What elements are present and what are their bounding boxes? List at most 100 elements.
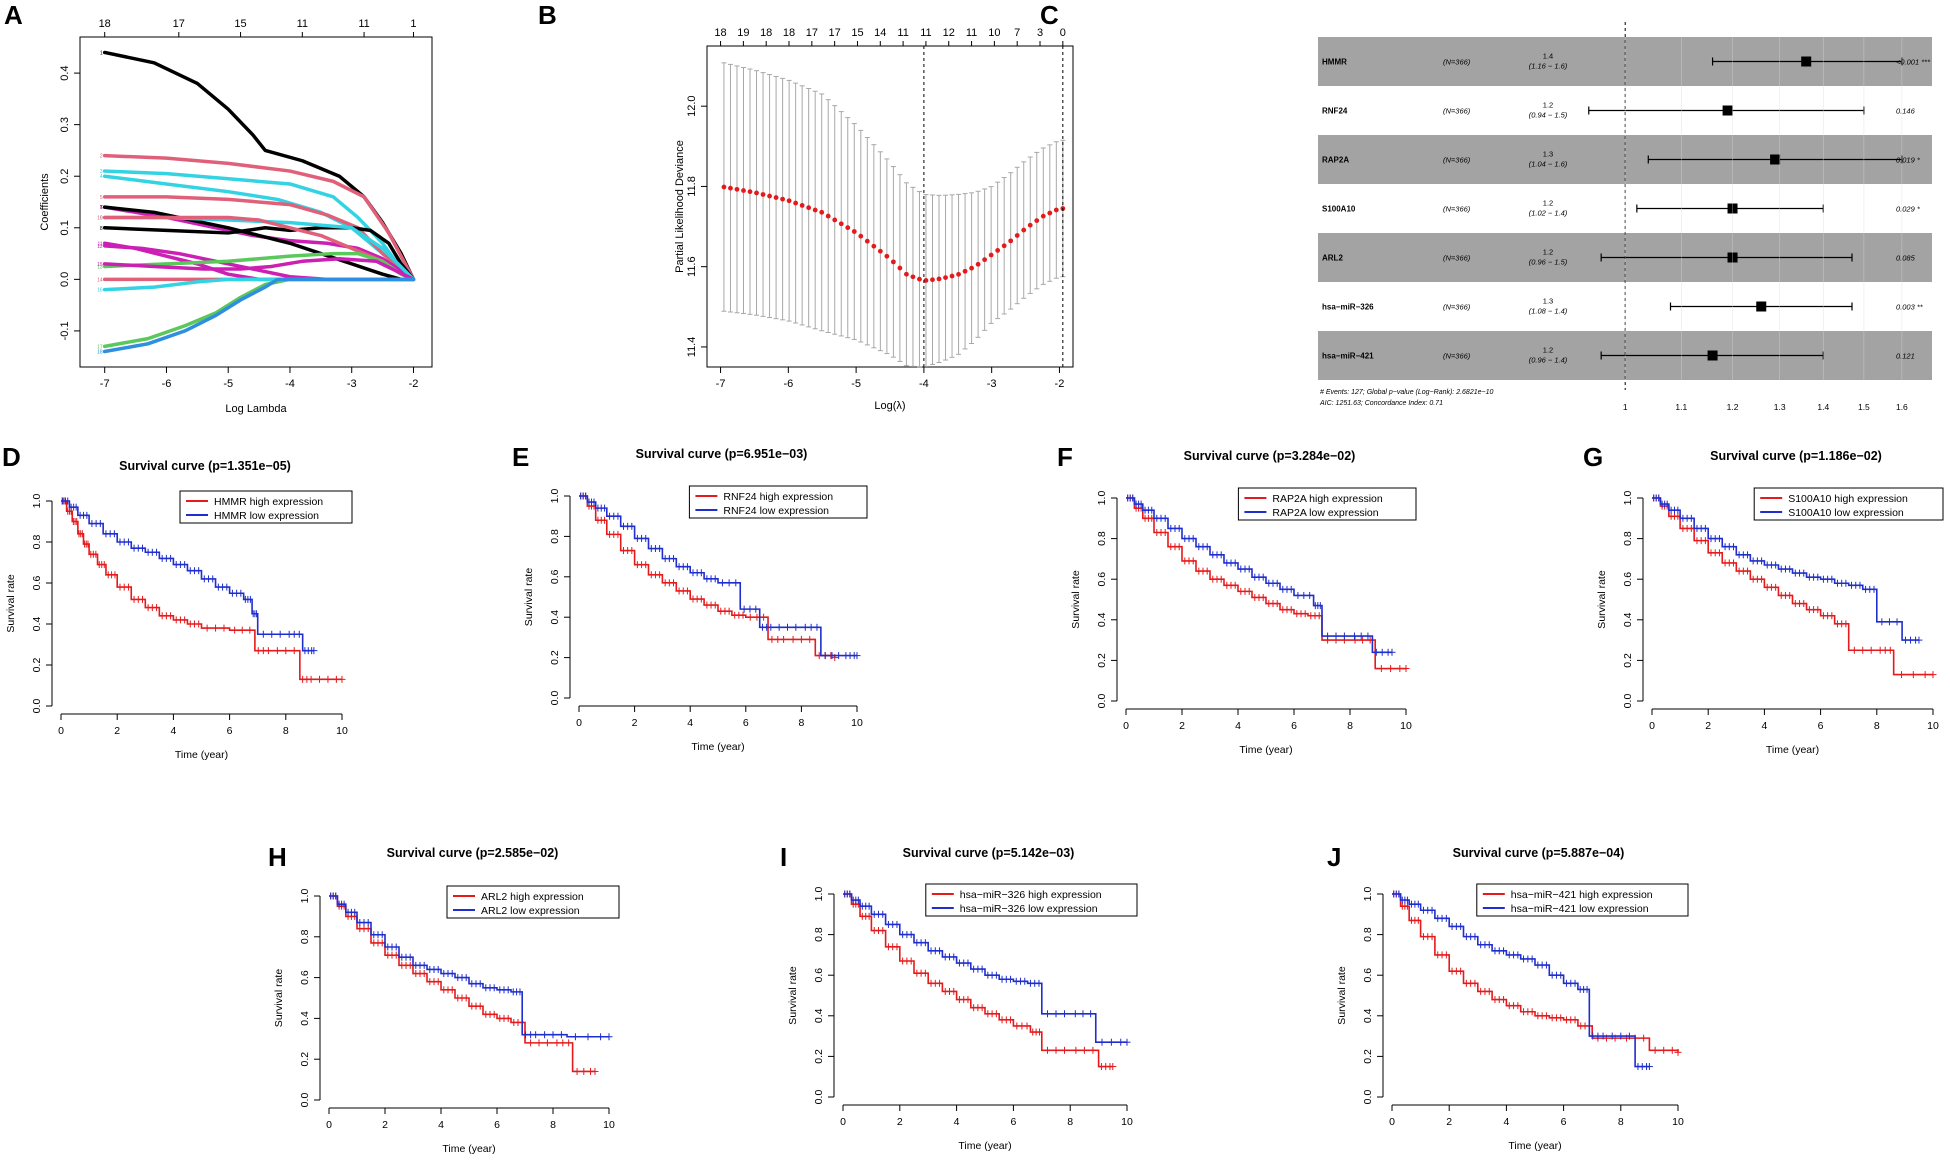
row-n: (N=366) (1443, 107, 1471, 116)
cv-mean-point (884, 253, 890, 259)
row-variable: S100A10 (1322, 205, 1356, 214)
y-tick-label: 0.2 (1096, 653, 1108, 668)
y-tick-label: 0.1 (59, 220, 71, 235)
cv-mean-point (754, 190, 759, 196)
y-tick-label: 0.0 (813, 1090, 825, 1105)
top-tick-label: 19 (737, 27, 749, 39)
legend-label: RNF24 low expression (723, 505, 829, 517)
survival-curve-high (1392, 893, 1679, 1053)
y-tick-label: 0.2 (1362, 1049, 1374, 1064)
cv-mean-point (904, 271, 909, 277)
legend-label: hsa−miR−421 high expression (1511, 889, 1653, 901)
x-tick-label: 6 (1818, 720, 1824, 732)
cv-mean-point (1053, 207, 1059, 213)
row-hr: 1.3 (1543, 150, 1553, 159)
y-tick-label: 0.4 (1622, 612, 1634, 627)
y-tick-label: 0.4 (549, 610, 561, 625)
x-tick-label: 0 (1389, 1116, 1395, 1128)
cv-mean-point (930, 277, 935, 283)
y-axis-label: Survival rate (5, 574, 17, 633)
legend-label: RNF24 high expression (723, 491, 833, 503)
cv-mean-point (767, 193, 772, 199)
cv-mean-point (890, 259, 896, 265)
panel-c-chart: Hazard ratioHMMR(N=366)1.4(1.16 − 1.6)<0… (1318, 22, 1932, 412)
row-p: 0.146 (1896, 107, 1916, 116)
panel-f-chart: 0.0 0.2 0.4 0.6 0.8 1.0 0 2 4 6 8 10 Survival curve … (1070, 449, 1417, 756)
path-index-label: 13 (97, 264, 103, 270)
x-tick-label: 6 (227, 725, 233, 737)
cv-mean-point (897, 265, 903, 271)
cv-mean-point (864, 238, 870, 244)
path-index-label: 18 (97, 350, 103, 356)
row-p: 0.029 * (1896, 205, 1921, 214)
y-tick-label: 0.4 (1096, 612, 1108, 627)
x-tick-label: 10 (603, 1119, 615, 1131)
cv-mean-point (780, 196, 785, 202)
top-tick-label: 17 (173, 18, 185, 30)
cv-mean-point (943, 275, 948, 281)
y-tick-label: 0.3 (59, 117, 71, 132)
cv-mean-point (845, 225, 851, 231)
survival-title: Survival curve (p=5.142e−03) (903, 846, 1075, 860)
row-variable: ARL2 (1322, 254, 1343, 263)
legend-box (446, 885, 620, 919)
legend-label: HMMR low expression (214, 510, 319, 522)
y-tick-label: 0.4 (59, 65, 71, 80)
survival-title: Survival curve (p=1.351e−05) (119, 459, 291, 473)
y-tick-label: 0.2 (1622, 653, 1634, 668)
cv-mean-point (851, 229, 857, 234)
cv-mean-point (1027, 222, 1033, 228)
y-axis-label: Survival rate (273, 969, 285, 1028)
panel-letter-G: G (1583, 442, 1603, 472)
cv-mean-point (1021, 227, 1027, 233)
legend-label: hsa−miR−326 low expression (960, 903, 1098, 915)
y-tick-label: 0.6 (299, 970, 311, 985)
survival-title: Survival curve (p=1.186e−02) (1710, 449, 1882, 463)
legend-label: S100A10 high expression (1788, 493, 1908, 505)
panel-letter-I: I (780, 842, 787, 872)
x-tick-label: -7 (716, 378, 726, 390)
coef-path-8 (102, 226, 416, 282)
y-tick-label: 0.0 (299, 1093, 311, 1108)
panel-letter-B: B (538, 0, 557, 30)
panel-d-chart: 0.0 0.2 0.4 0.6 0.8 1.0 0 2 4 6 8 10 Survival curve … (5, 459, 353, 761)
forest-x-tick-label: 1.5 (1858, 402, 1870, 412)
x-tick-label: 6 (1010, 1116, 1016, 1128)
x-tick-label: 4 (438, 1119, 444, 1131)
path-index-label: 14 (97, 277, 103, 283)
y-tick-label: 0.0 (31, 699, 43, 714)
cv-mean-point (923, 278, 929, 283)
plot-box (706, 45, 1074, 368)
top-tick-label: 10 (988, 27, 1000, 39)
x-tick-label: 0 (58, 725, 64, 737)
y-tick-label: 11.4 (686, 337, 698, 358)
cv-mean-point (962, 268, 968, 274)
x-tick-label: -6 (783, 378, 793, 390)
row-variable: hsa−miR−326 (1322, 303, 1374, 312)
panel-i-chart: 0.0 0.2 0.4 0.6 0.8 1.0 0 2 4 6 8 10 Survival curve … (787, 846, 1138, 1152)
path-index-label: 11 (97, 241, 102, 247)
row-ci: (0.96 − 1.5) (1529, 258, 1568, 267)
y-tick-label: 0.6 (549, 569, 561, 584)
survival-curve-high (843, 893, 1113, 1068)
coef-path-6 (102, 205, 416, 282)
y-axis-label: Survival rate (787, 966, 799, 1025)
cv-mean-point (1014, 233, 1020, 238)
coef-path-18 (102, 277, 416, 354)
row-n: (N=366) (1443, 352, 1471, 361)
y-axis-label: Partial Likelihood Deviance (674, 140, 686, 273)
path-index-label: 1 (100, 50, 103, 56)
x-tick-label: 10 (336, 725, 348, 737)
x-tick-label: 0 (1649, 720, 1655, 732)
cv-mean-point (819, 209, 825, 215)
top-tick-label: 15 (234, 18, 246, 30)
cv-mean-point (793, 200, 799, 206)
y-tick-label: 0.4 (299, 1011, 311, 1026)
path-index-label: 2 (100, 154, 103, 160)
forest-x-tick-label: 1.3 (1774, 402, 1786, 412)
coef-path-2 (102, 153, 416, 282)
x-axis-label: Log Lambda (225, 403, 287, 415)
cv-mean-point (910, 274, 916, 280)
cv-mean-point (1034, 218, 1040, 224)
legend-box (688, 485, 868, 519)
